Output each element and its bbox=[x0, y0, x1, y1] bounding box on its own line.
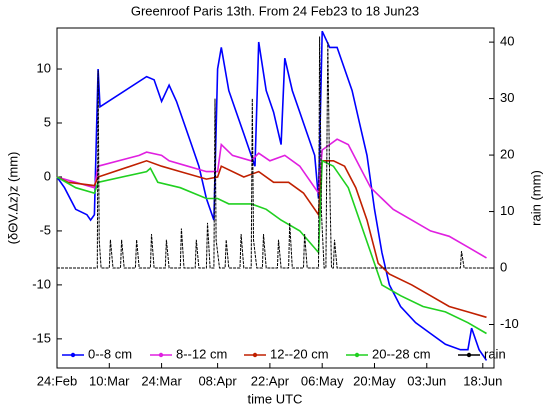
y2-axis-label: rain (mm) bbox=[528, 170, 543, 226]
x-tick-label: 18:Jun bbox=[463, 373, 502, 388]
legend-label: 20--28 cm bbox=[372, 346, 431, 361]
y-tick-label: 0 bbox=[44, 168, 51, 183]
y-tick-label: 5 bbox=[44, 114, 51, 129]
x-tick-label: 06:May bbox=[301, 373, 344, 388]
y-tick-label: -15 bbox=[32, 330, 51, 345]
legend-marker bbox=[354, 352, 360, 358]
legend-marker bbox=[70, 352, 76, 358]
plot-area bbox=[56, 27, 495, 369]
legend-label: rain bbox=[484, 346, 506, 361]
legend-marker bbox=[252, 352, 258, 358]
x-tick-label: 20:May bbox=[353, 373, 396, 388]
x-tick-label: 24:Mar bbox=[141, 373, 182, 388]
legend-label: 8--12 cm bbox=[176, 346, 227, 361]
y2-tick-label: 0 bbox=[500, 259, 507, 274]
y2-tick-label: 20 bbox=[500, 147, 514, 162]
y-tick-label: -10 bbox=[32, 276, 51, 291]
x-tick-label: 03:Jun bbox=[407, 373, 446, 388]
y-tick-label: -5 bbox=[39, 222, 51, 237]
series-line bbox=[57, 36, 494, 269]
y2-tick-label: 10 bbox=[500, 203, 514, 218]
x-tick-label: 22:Apr bbox=[251, 373, 290, 388]
y-axis-label: (δΘV.Δz)z (mm) bbox=[5, 152, 20, 245]
y2-tick-label: -10 bbox=[500, 316, 519, 331]
y2-tick-label: 30 bbox=[500, 90, 514, 105]
legend-label: 0--8 cm bbox=[88, 346, 132, 361]
y2-tick-label: 40 bbox=[500, 34, 514, 49]
series-line bbox=[56, 159, 487, 335]
legend-marker bbox=[466, 352, 472, 358]
series-line bbox=[56, 138, 487, 259]
legend-marker bbox=[158, 352, 164, 358]
y-tick-label: 10 bbox=[37, 60, 51, 75]
chart-title: Greenroof Paris 13th. From 24 Feb23 to 1… bbox=[131, 3, 419, 18]
x-tick-label: 08:Apr bbox=[198, 373, 237, 388]
series-line bbox=[56, 159, 487, 319]
x-tick-label: 10:Mar bbox=[89, 373, 130, 388]
x-tick-label: 24:Feb bbox=[37, 373, 77, 388]
series-line bbox=[56, 30, 488, 361]
legend-label: 12--20 cm bbox=[270, 346, 329, 361]
x-axis-label: time UTC bbox=[248, 391, 303, 406]
